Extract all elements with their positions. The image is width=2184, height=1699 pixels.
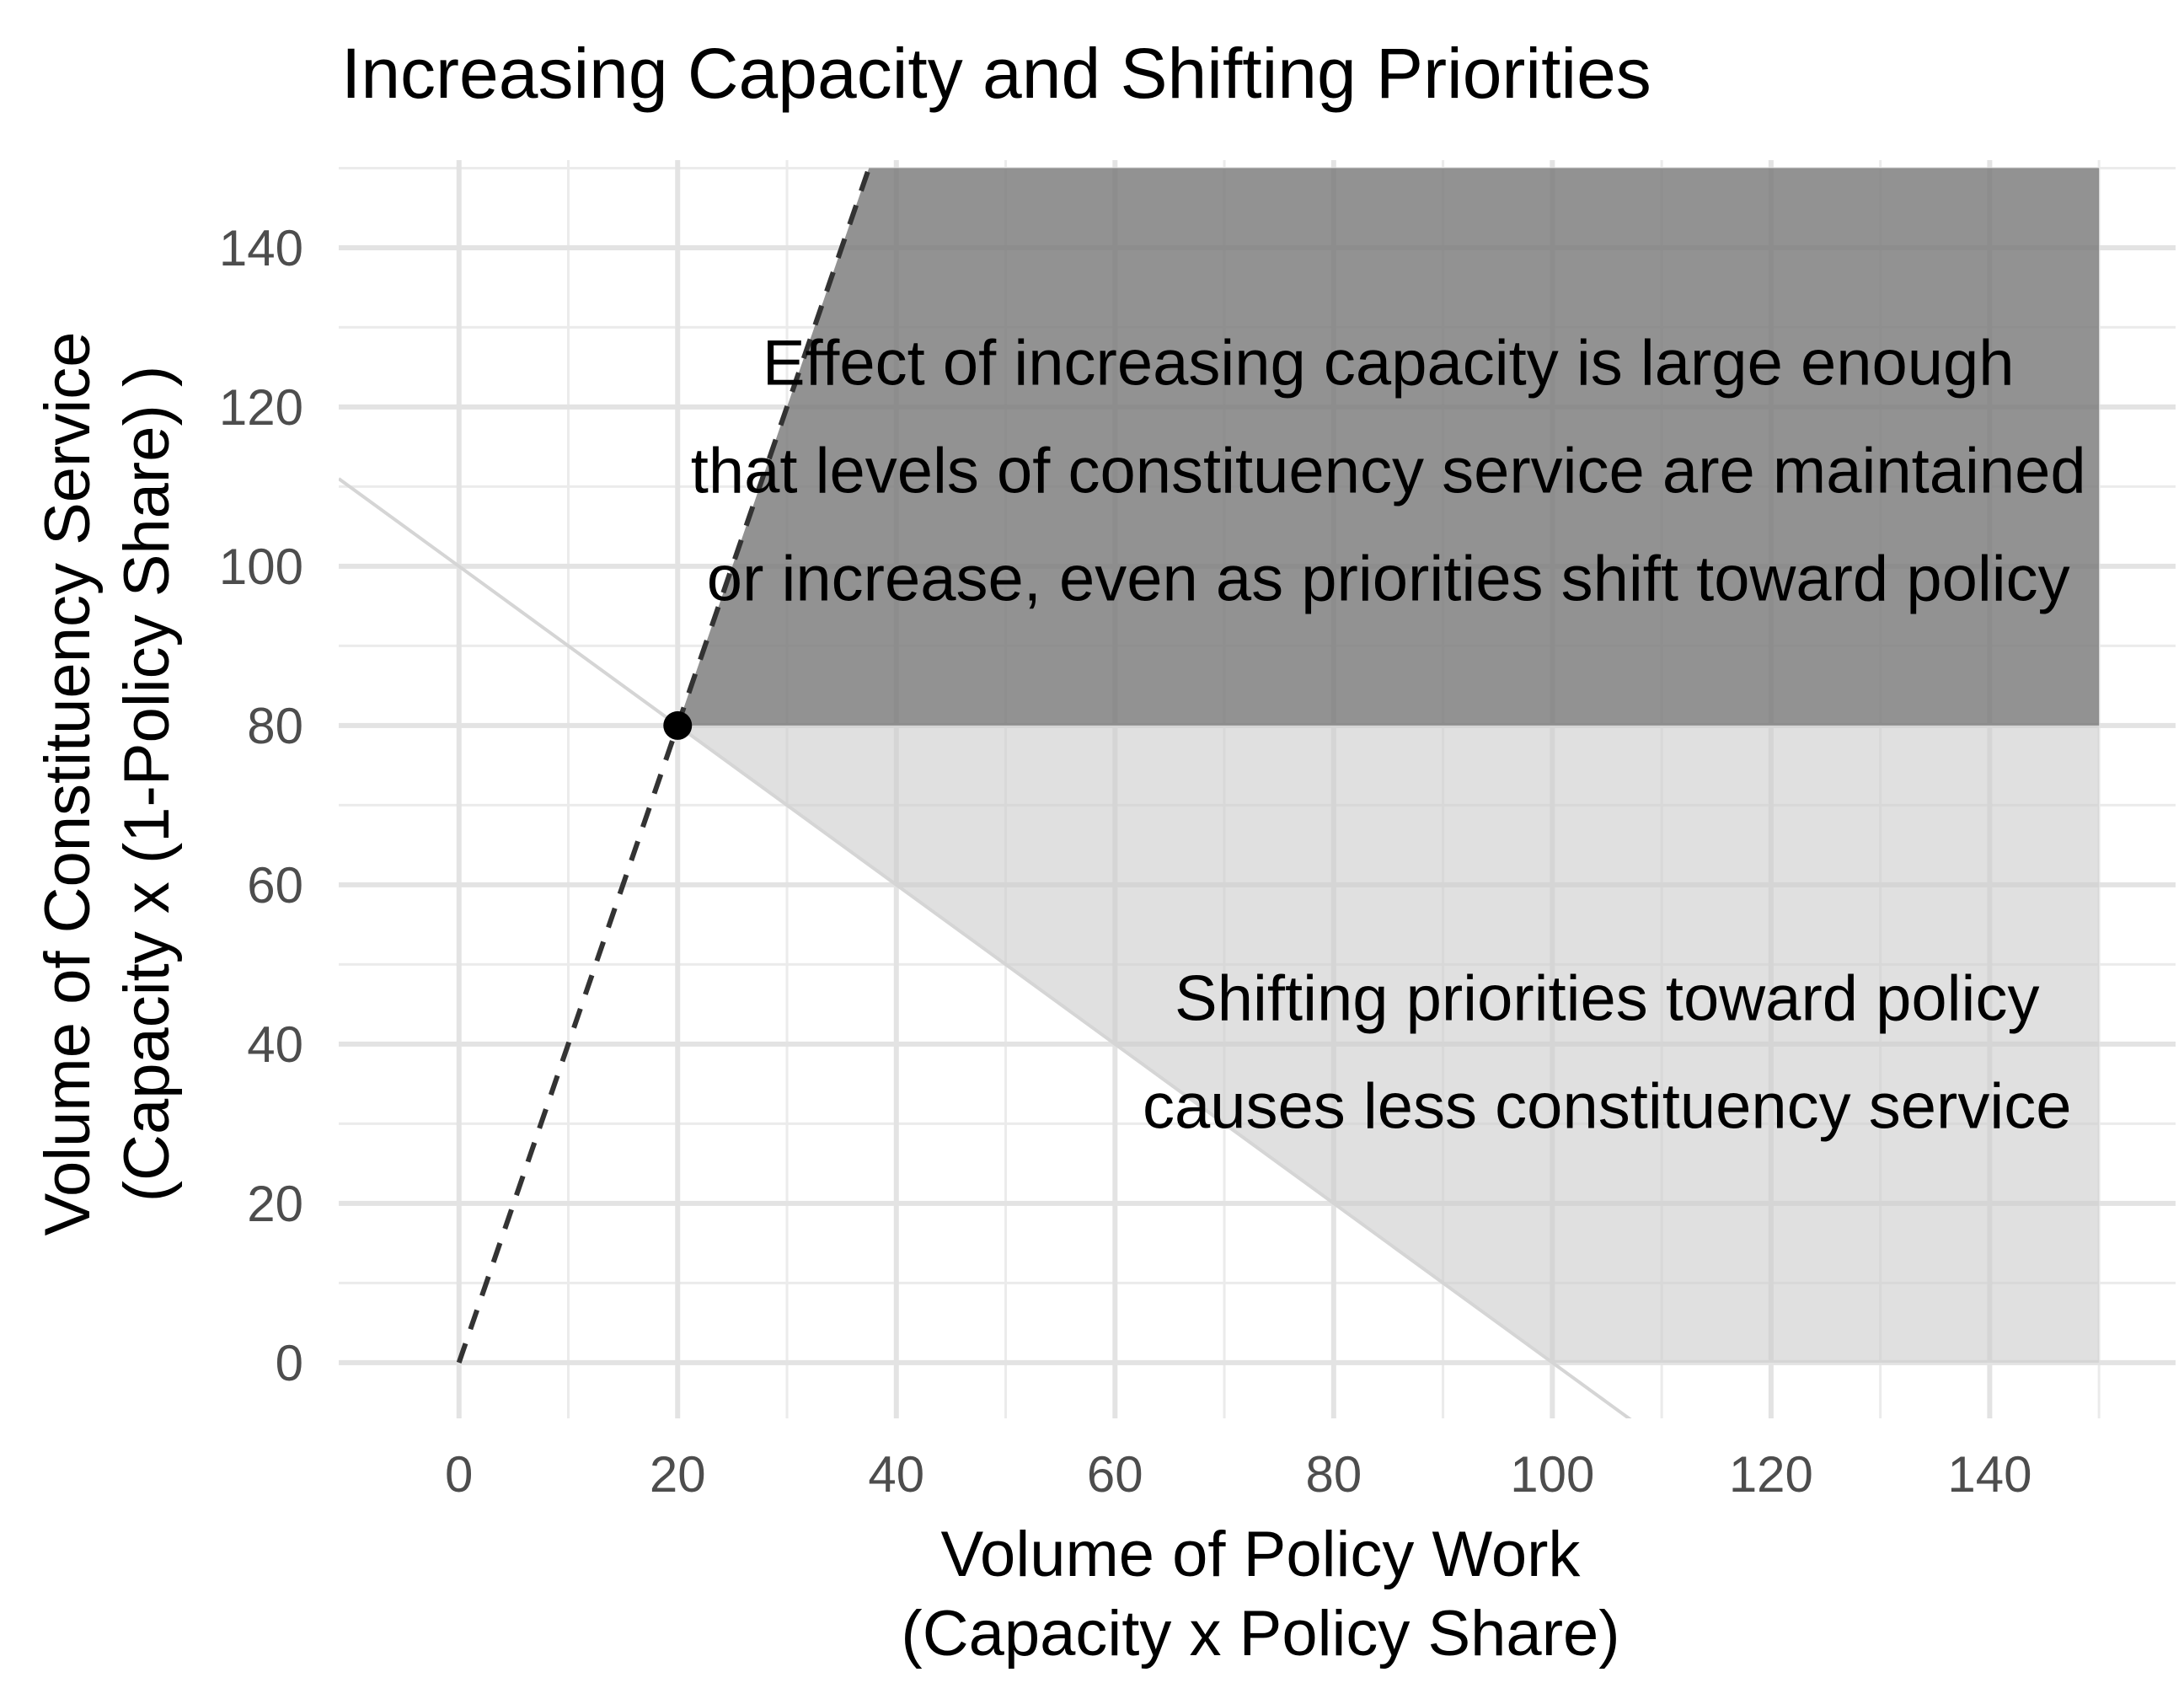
annotation-0-line-0: Effect of increasing capacity is large e… [763, 328, 2015, 399]
annotation-1-line-0: Shifting priorities toward policy [1175, 962, 2039, 1034]
dark-region [677, 168, 2100, 726]
annotation-0-line-1: that levels of constituency service are … [691, 436, 2086, 507]
x-tick-label-120: 120 [1729, 1446, 1813, 1503]
y-tick-label-100: 100 [219, 539, 303, 595]
y-tick-label-20: 20 [247, 1176, 303, 1232]
y-axis-ticks: 0 20 40 60 80 100 120 140 [219, 220, 303, 1391]
y-axis-title-line-1: Volume of Constituency Service [32, 332, 104, 1236]
y-axis-title-line-2: (Capacity x (1-Policy Share) ) [111, 366, 183, 1203]
x-tick-label-20: 20 [650, 1446, 706, 1503]
solid-line-1 [339, 477, 1632, 1418]
plot-panel [339, 167, 2100, 1418]
annotation-1-line-1: causes less constituency service [1143, 1070, 2071, 1142]
x-tick-label-40: 40 [868, 1446, 924, 1503]
x-tick-label-140: 140 [1947, 1446, 2031, 1503]
y-tick-label-0: 0 [276, 1335, 303, 1391]
chart-title: Increasing Capacity and Shifting Priorit… [341, 34, 1651, 113]
series-lines [339, 167, 1632, 1418]
x-tick-label-0: 0 [445, 1446, 473, 1503]
x-axis-title-line-2: (Capacity x Policy Share) [901, 1598, 1619, 1670]
x-axis-title-line-1: Volume of Policy Work [941, 1519, 1582, 1590]
annotations: Effect of increasing capacity is large e… [691, 328, 2086, 1143]
x-tick-label-100: 100 [1510, 1446, 1594, 1503]
y-tick-label-80: 80 [247, 698, 303, 754]
x-tick-label-80: 80 [1305, 1446, 1362, 1503]
x-axis-ticks: 0 20 40 60 80 100 120 140 [445, 1446, 2031, 1503]
annotation-0-line-2: or increase, even as priorities shift to… [707, 544, 2070, 615]
data-point-0 [663, 710, 693, 740]
y-tick-label-60: 60 [247, 857, 303, 914]
data-points [663, 710, 693, 740]
shaded-regions [677, 168, 2100, 1363]
y-tick-label-40: 40 [247, 1016, 303, 1073]
light-region [677, 725, 2100, 1363]
x-tick-label-60: 60 [1087, 1446, 1143, 1503]
y-tick-label-140: 140 [219, 220, 303, 276]
y-tick-label-120: 120 [219, 379, 303, 436]
